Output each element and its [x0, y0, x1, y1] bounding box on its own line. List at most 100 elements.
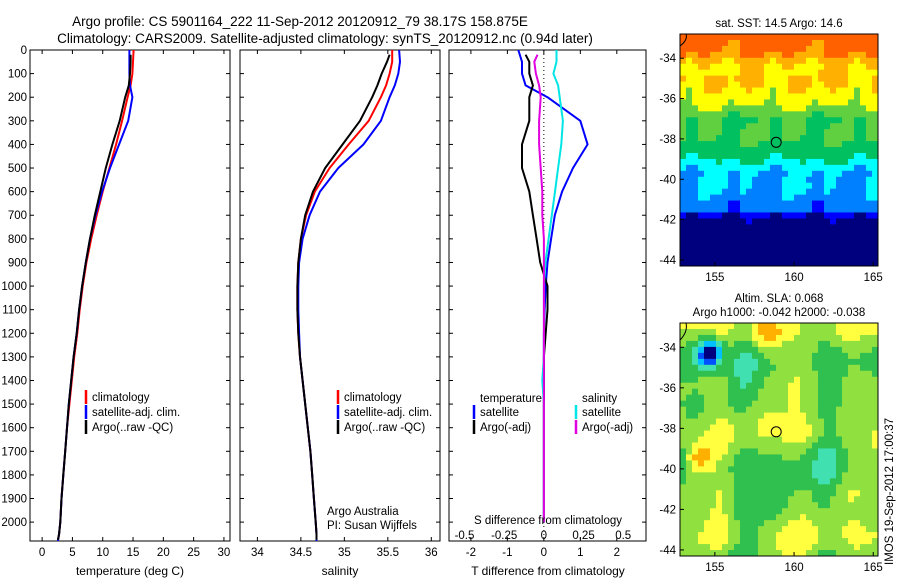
heatmap-cell — [740, 45, 747, 53]
heatmap-cell — [848, 370, 855, 378]
heatmap-cell — [782, 424, 789, 432]
heatmap-cell — [704, 57, 711, 65]
heatmap-cell — [872, 478, 878, 485]
heatmap-cell — [782, 532, 789, 539]
heatmap-cell — [842, 230, 849, 237]
heatmap-cell — [692, 442, 699, 450]
heatmap-cell — [848, 164, 855, 172]
heatmap-cell — [752, 538, 759, 545]
heatmap-cell — [728, 135, 735, 142]
heatmap-cell — [800, 34, 807, 41]
heatmap-cell — [716, 135, 723, 142]
heatmap-cell — [728, 323, 735, 330]
heatmap-cell — [818, 230, 825, 237]
heatmap-cell — [854, 87, 861, 95]
heatmap-cell — [752, 334, 759, 342]
heatmap-cell — [836, 81, 843, 89]
heatmap-cell — [824, 236, 831, 243]
heatmap-cell — [722, 99, 729, 106]
temperature-depth-ticks: 0100200300400500600700800900100011001200… — [1, 45, 230, 529]
salinity-lines — [296, 49, 401, 541]
heatmap-cell — [800, 418, 807, 426]
heatmap-cell — [854, 508, 861, 515]
heatmap-cell — [824, 230, 831, 237]
heatmap-cell — [776, 394, 783, 402]
heatmap-cell — [740, 111, 747, 118]
heatmap-cell — [734, 123, 741, 130]
heatmap-cell — [716, 442, 723, 450]
heatmap-cell — [836, 105, 843, 112]
heatmap-cell — [710, 328, 717, 336]
s-axis-tick-label: -0.5 — [455, 530, 475, 542]
heatmap-cell — [752, 460, 759, 467]
heatmap-cell — [818, 57, 825, 65]
heatmap-cell — [716, 472, 723, 479]
heatmap-cell — [770, 34, 777, 41]
heatmap-cell — [710, 206, 717, 214]
heatmap-cell — [722, 111, 729, 118]
heatmap-cell — [728, 63, 735, 71]
heatmap-cell — [842, 39, 849, 47]
heatmap-cell — [692, 129, 699, 136]
heatmap-cell — [740, 63, 747, 71]
x-tick-label: 0 — [39, 547, 45, 559]
heatmap-cell — [866, 99, 873, 106]
heatmap-cell — [794, 388, 801, 396]
heatmap-cell — [818, 388, 825, 396]
heatmap-cell — [842, 520, 849, 527]
heatmap-cell — [710, 212, 717, 220]
heatmap-cell — [830, 388, 837, 396]
heatmap-cell — [698, 388, 705, 396]
heatmap-cell — [830, 206, 837, 214]
heatmap-cell — [818, 242, 825, 249]
heatmap-cell — [818, 39, 825, 47]
heatmap-cell — [746, 472, 753, 479]
heatmap-cell — [680, 99, 687, 106]
heatmap-cell — [782, 69, 789, 77]
heatmap-cell — [812, 430, 819, 438]
heatmap-cell — [860, 370, 867, 378]
heatmap-cell — [872, 334, 878, 342]
heatmap-cell — [704, 176, 711, 184]
heatmap-cell — [722, 63, 729, 71]
heatmap-cell — [836, 170, 843, 178]
heatmap-cell — [692, 51, 699, 59]
heatmap-cell — [860, 430, 867, 438]
heatmap-cell — [794, 200, 801, 208]
heatmap-cell — [806, 394, 813, 402]
heatmap-cell — [860, 382, 867, 390]
heatmap-cell — [734, 448, 741, 456]
heatmap-cell — [872, 63, 878, 71]
heatmap-cell — [836, 508, 843, 515]
heatmap-cell — [824, 212, 831, 220]
heatmap-cell — [692, 346, 699, 354]
heatmap-cell — [722, 164, 729, 172]
heatmap-cell — [728, 526, 735, 533]
heatmap-cell — [860, 206, 867, 214]
lon-tick-label: 160 — [784, 562, 803, 574]
heatmap-cell — [818, 236, 825, 243]
heatmap-cell — [824, 224, 831, 231]
heatmap-cell — [722, 490, 729, 497]
heatmap-cell — [776, 346, 783, 354]
heatmap-cell — [686, 224, 693, 231]
heatmap-cell — [830, 412, 837, 420]
heatmap-cell — [782, 472, 789, 479]
heatmap-cell — [776, 147, 783, 154]
heatmap-cell — [860, 188, 867, 196]
heatmap-cell — [842, 496, 849, 503]
heatmap-cell — [680, 141, 687, 148]
heatmap-cell — [764, 484, 771, 491]
heatmap-cell — [710, 550, 717, 556]
heatmap-cell — [794, 176, 801, 184]
heatmap-cell — [752, 182, 759, 190]
heatmap-cell — [848, 328, 855, 336]
heatmap-cell — [776, 117, 783, 124]
heatmap-cell — [740, 520, 747, 527]
heatmap-cell — [710, 254, 717, 261]
heatmap-cell — [806, 412, 813, 420]
heatmap-cell — [710, 105, 717, 112]
heatmap-cell — [836, 194, 843, 202]
heatmap-cell — [872, 158, 878, 166]
heatmap-cell — [866, 176, 873, 184]
